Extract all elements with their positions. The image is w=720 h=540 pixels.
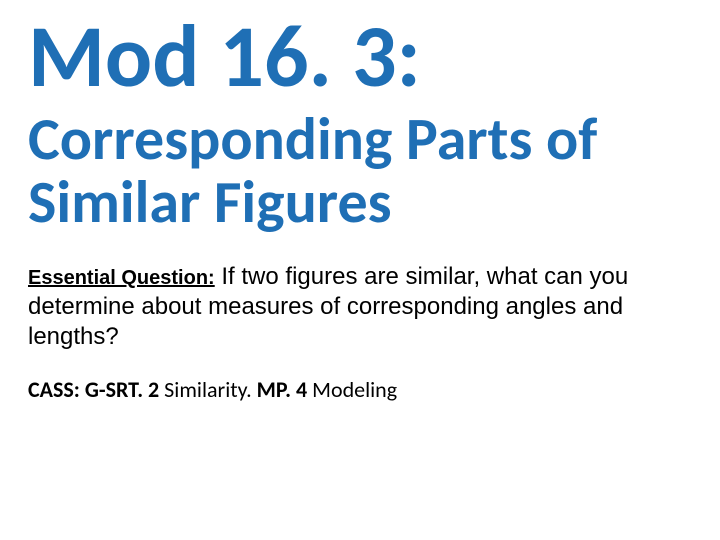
essential-question-label: Essential Question: [28,267,215,289]
cass-label-2: MP. 4 [257,376,312,403]
cass-block: CASS: G-SRT. 2 Similarity. MP. 4 Modelin… [28,376,692,405]
slide: Mod 16. 3: Corresponding Parts of Simila… [0,0,720,540]
slide-subtitle: Corresponding Parts of Similar Figures [28,108,692,234]
cass-tail: Modeling [312,376,397,403]
essential-question-block: Essential Question: If two figures are s… [28,262,692,352]
cass-mid: Similarity. [164,376,257,403]
cass-label-1: CASS: G-SRT. 2 [28,376,164,403]
module-title: Mod 16. 3: [28,10,692,102]
